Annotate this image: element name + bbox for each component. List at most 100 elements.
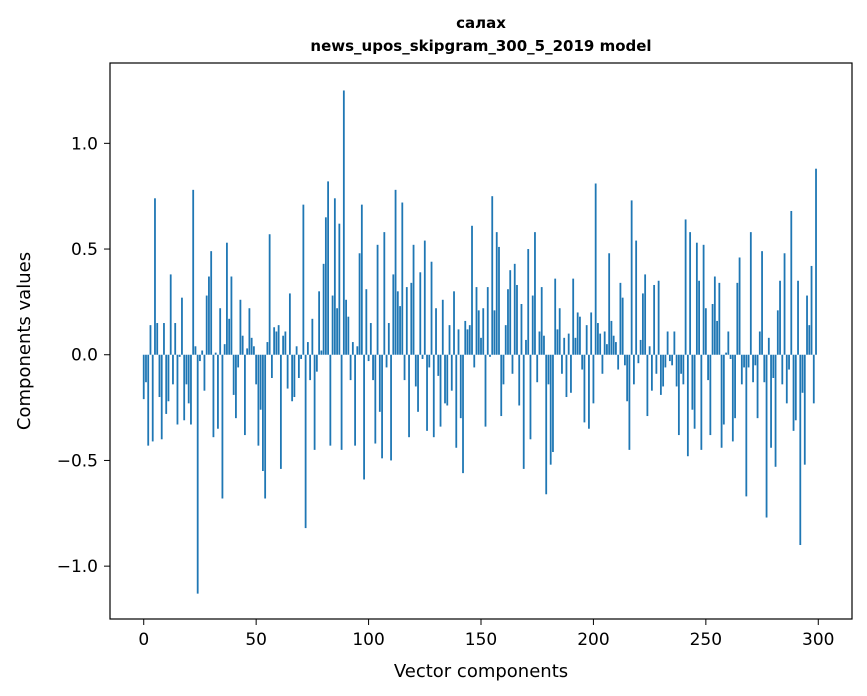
bar-89	[342, 90, 345, 355]
bar-series	[142, 90, 817, 594]
bar-123	[419, 272, 422, 355]
bar-52	[259, 354, 262, 410]
bar-243	[689, 232, 692, 355]
bar-95	[356, 346, 359, 355]
bar-254	[713, 276, 716, 355]
bar-107	[383, 232, 386, 355]
bar-60	[277, 325, 280, 355]
bar-206	[606, 344, 608, 355]
bar-177	[540, 287, 543, 355]
bar-299	[815, 168, 817, 355]
bar-121	[414, 354, 417, 387]
bar-248	[700, 354, 703, 450]
bar-235	[671, 354, 674, 366]
bar-14	[174, 323, 177, 355]
bar-122	[417, 354, 419, 412]
bar-54	[264, 354, 267, 499]
bar-265	[738, 257, 741, 355]
bar-77	[315, 354, 318, 372]
bar-125	[423, 240, 426, 355]
bar-191	[572, 278, 575, 355]
bar-286	[785, 354, 788, 404]
bar-21	[190, 354, 192, 425]
bar-112	[394, 189, 397, 355]
bar-164	[511, 354, 514, 374]
bar-292	[799, 354, 802, 546]
bar-192	[574, 337, 577, 355]
bar-196	[583, 354, 586, 423]
bar-249	[702, 244, 705, 355]
bar-293	[801, 354, 804, 393]
bar-108	[385, 354, 388, 368]
bar-48	[250, 337, 253, 355]
bar-193	[576, 312, 579, 355]
bar-33	[217, 354, 219, 429]
bar-127	[428, 354, 431, 368]
bar-117	[405, 287, 408, 355]
bar-16	[178, 354, 181, 357]
bar-55	[266, 342, 269, 355]
bar-253	[711, 304, 714, 355]
bar-23	[194, 346, 197, 355]
bar-76	[313, 354, 316, 450]
bar-296	[808, 325, 811, 355]
bar-86	[336, 308, 338, 355]
bar-166	[516, 284, 518, 355]
y-tick-label: −1.0	[57, 557, 98, 577]
bar-266	[740, 354, 743, 385]
bar-75	[311, 318, 314, 355]
bar-179	[545, 354, 548, 495]
bar-226	[650, 354, 653, 391]
bar-268	[745, 354, 748, 497]
bar-176	[538, 331, 541, 355]
bar-49	[253, 346, 255, 355]
bar-90	[345, 299, 347, 355]
y-tick-label: 0.5	[71, 240, 98, 260]
bar-67	[293, 354, 296, 398]
bar-145	[468, 325, 471, 355]
bar-22	[192, 189, 195, 355]
bar-275	[761, 251, 763, 355]
y-tick-label: −0.5	[57, 451, 98, 471]
bar-284	[781, 354, 784, 385]
bar-104	[376, 244, 379, 355]
bar-5	[154, 198, 156, 355]
bar-0	[142, 354, 145, 400]
bar-92	[349, 354, 352, 381]
x-tick-label: 300	[802, 630, 834, 650]
bar-171	[527, 249, 530, 355]
bar-133	[441, 299, 444, 355]
bar-290	[794, 354, 797, 421]
bar-152	[484, 354, 487, 427]
bar-232	[664, 354, 667, 368]
bar-2	[147, 354, 150, 446]
bar-190	[570, 354, 572, 393]
bar-159	[500, 354, 503, 417]
bar-62	[282, 335, 285, 355]
bar-186	[561, 354, 563, 374]
x-axis-ticks: 0 50 100 150 200 250 300	[138, 619, 834, 650]
bar-262	[731, 354, 734, 442]
chart-title: салах	[456, 14, 506, 32]
bar-187	[563, 337, 566, 355]
bar-120	[412, 244, 415, 355]
bar-74	[309, 354, 312, 381]
bar-93	[351, 342, 354, 355]
bar-101	[369, 323, 372, 355]
bar-51	[257, 354, 260, 446]
bar-43	[239, 299, 242, 355]
bar-100	[367, 354, 370, 362]
bar-204	[601, 354, 604, 374]
bar-218	[633, 354, 635, 385]
bar-297	[810, 265, 813, 355]
bar-220	[637, 354, 640, 364]
bar-221	[639, 339, 642, 355]
bar-168	[520, 304, 523, 355]
bar-291	[797, 280, 799, 355]
bar-188	[565, 354, 568, 398]
bar-80	[322, 263, 325, 355]
bar-212	[619, 282, 622, 355]
bar-137	[450, 354, 453, 391]
bar-231	[662, 354, 665, 387]
bar-170	[525, 339, 527, 355]
